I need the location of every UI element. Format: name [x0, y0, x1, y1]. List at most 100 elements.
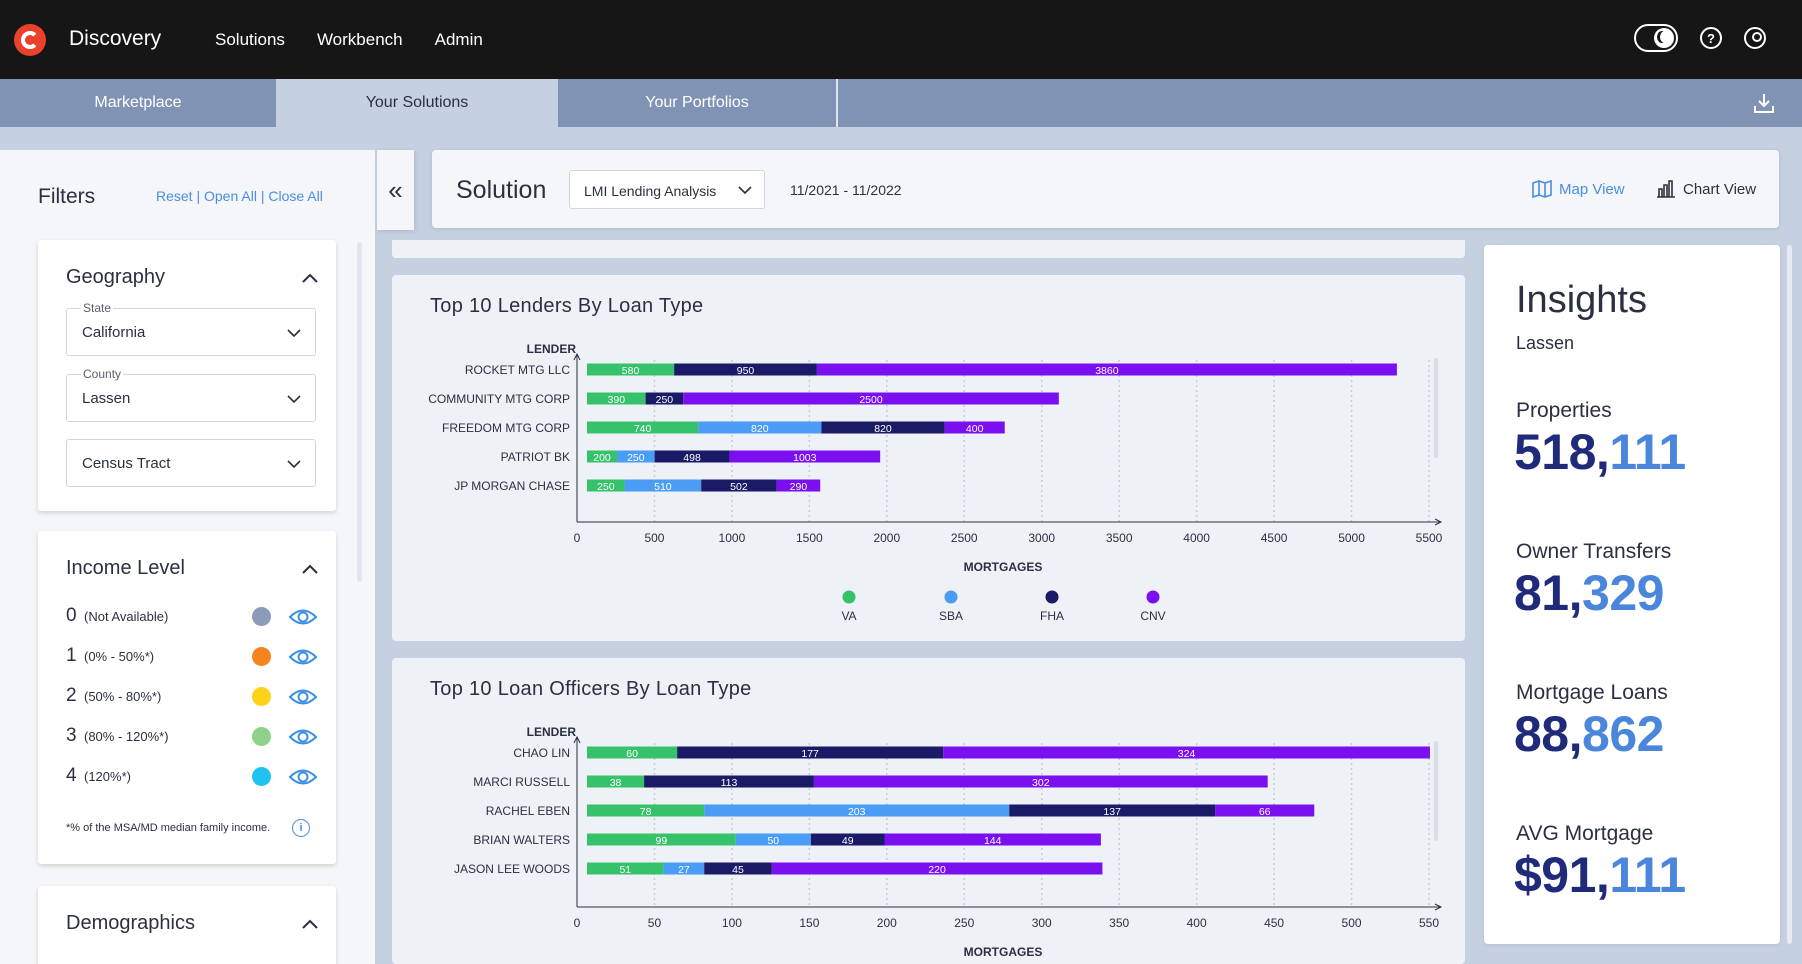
state-select[interactable]: State California [66, 301, 316, 356]
user-account-icon[interactable] [1744, 27, 1766, 49]
tab-your-solutions[interactable]: Your Solutions [276, 79, 558, 127]
tab-divider [836, 79, 838, 127]
x-axis-label: MORTGAGES [964, 945, 1043, 959]
chevron-up-icon[interactable] [302, 270, 318, 286]
bar-segment [1009, 804, 1216, 817]
category-label: RACHEL EBEN [486, 804, 570, 818]
income-level-range: (80% - 120%*) [84, 729, 169, 744]
nav-admin[interactable]: Admin [434, 30, 483, 49]
x-tick-label: 2000 [873, 531, 900, 545]
solution-select[interactable]: LMI Lending Analysis [569, 170, 765, 209]
collapse-panel-button[interactable]: « [377, 150, 414, 230]
chart-view-button[interactable]: Chart View [1656, 180, 1756, 198]
solution-title: Solution [456, 176, 547, 204]
bar-value-label: 820 [874, 423, 892, 435]
moon-icon [1654, 28, 1674, 48]
eye-icon[interactable] [288, 646, 318, 668]
bar-value-label: 3860 [1095, 365, 1119, 377]
census-tract-value: Census Tract [82, 455, 171, 472]
income-level-card: Income Level 0 (Not Available) 1 (0% - 50%*… [38, 531, 336, 864]
bar-segment [729, 450, 881, 463]
insights-subtitle: Lassen [1516, 333, 1575, 353]
y-axis-arrow [573, 735, 581, 744]
x-tick-label: 1500 [796, 531, 823, 545]
category-label: PATRIOT BK [501, 450, 570, 464]
x-axis-arrow [1434, 518, 1443, 526]
legend-dot [1045, 590, 1059, 604]
bar-value-label: 78 [640, 806, 652, 818]
income-level-row: 2 (50% - 80%*) [66, 683, 318, 709]
bar-segment [701, 479, 777, 492]
bar-value-label: 580 [622, 365, 640, 377]
loan-officers-chart-card: Top 10 Loan Officers By Loan Type LENDER… [392, 658, 1465, 964]
chart-scrollbar[interactable] [1434, 741, 1438, 841]
category-label: MARCI RUSSELL [473, 775, 570, 789]
bar-value-label: 740 [634, 423, 652, 435]
bar-segment [587, 479, 625, 492]
lenders-chart: LENDER 0 500 1000 1500 2000 2500 3000 3500 4000 45… [428, 342, 1443, 623]
filters-scrollbar[interactable] [357, 242, 362, 582]
loan-officers-chart: LENDER 0 50 100 150 200 250 300 350 400 450 500 550 M… [454, 725, 1443, 959]
eye-icon[interactable] [288, 726, 318, 748]
demographics-title: Demographics [66, 912, 195, 934]
x-tick-label: 4000 [1183, 531, 1210, 545]
bar-segment [683, 392, 1059, 405]
solution-header: Solution LMI Lending Analysis 11/2021 - … [432, 150, 1779, 228]
bar-value-label: 66 [1259, 806, 1271, 818]
dark-mode-toggle[interactable] [1634, 24, 1678, 52]
legend-dot [1146, 590, 1160, 604]
logo-icon[interactable] [14, 24, 46, 56]
bar-segment [943, 746, 1430, 759]
x-tick-label: 250 [954, 916, 974, 930]
open-all-link[interactable]: Open All [204, 188, 257, 204]
nav-workbench[interactable]: Workbench [316, 30, 403, 49]
avg-mortgage-label: AVG Mortgage [1516, 822, 1654, 845]
bar-segment [587, 392, 646, 405]
properties-label: Properties [1516, 399, 1612, 422]
bar-segment [645, 392, 684, 405]
tab-bar: Marketplace Your Solutions Your Portfoli… [0, 79, 1802, 127]
x-tick-label: 550 [1419, 916, 1439, 930]
county-select[interactable]: County Lassen [66, 367, 316, 422]
bar-value-label: 45 [732, 864, 744, 876]
bar-value-label: 60 [626, 748, 638, 760]
x-tick-label: 4500 [1261, 531, 1288, 545]
income-level-title: Income Level [66, 557, 185, 579]
income-level-row: 0 (Not Available) [66, 603, 318, 629]
income-level-number: 3 [66, 725, 77, 746]
geography-card: Geography State California County Lassen… [38, 240, 336, 511]
county-value: Lassen [82, 390, 131, 407]
income-level-row: 3 (80% - 120%*) [66, 723, 318, 749]
y-axis-arrow [573, 352, 581, 361]
mortgage-loans-label: Mortgage Loans [1516, 681, 1668, 704]
bar-value-label: 250 [597, 481, 615, 493]
map-view-button[interactable]: Map View [1532, 180, 1625, 198]
chevron-up-icon[interactable] [302, 916, 318, 932]
nav-solutions[interactable]: Solutions [215, 30, 285, 49]
income-level-number: 2 [66, 685, 77, 706]
download-icon[interactable] [1752, 91, 1776, 115]
bar-value-label: 250 [656, 394, 674, 406]
eye-icon[interactable] [288, 686, 318, 708]
info-icon[interactable]: i [292, 819, 310, 837]
reset-link[interactable]: Reset [156, 188, 193, 204]
tab-marketplace[interactable]: Marketplace [94, 94, 182, 111]
page-scrollbar[interactable] [1787, 245, 1792, 944]
legend-label: CNV [1140, 609, 1165, 623]
tab-your-portfolios[interactable]: Your Portfolios [645, 94, 749, 111]
county-label: County [81, 367, 124, 381]
bar-segment [704, 862, 772, 875]
eye-icon[interactable] [288, 766, 318, 788]
bar-segment [884, 833, 1101, 846]
avg-mortgage-value: $91,111 [1514, 847, 1686, 903]
eye-icon[interactable] [288, 606, 318, 628]
help-icon[interactable]: ? [1700, 27, 1722, 49]
chevron-up-icon[interactable] [302, 561, 318, 577]
census-tract-select[interactable]: Census Tract [66, 439, 316, 487]
income-level-number: 4 [66, 765, 77, 786]
demographics-card: Demographics [38, 886, 336, 964]
bar-segment [587, 833, 736, 846]
bar-value-label: 220 [928, 864, 946, 876]
chart-scrollbar[interactable] [1434, 358, 1438, 458]
close-all-link[interactable]: Close All [268, 188, 323, 204]
